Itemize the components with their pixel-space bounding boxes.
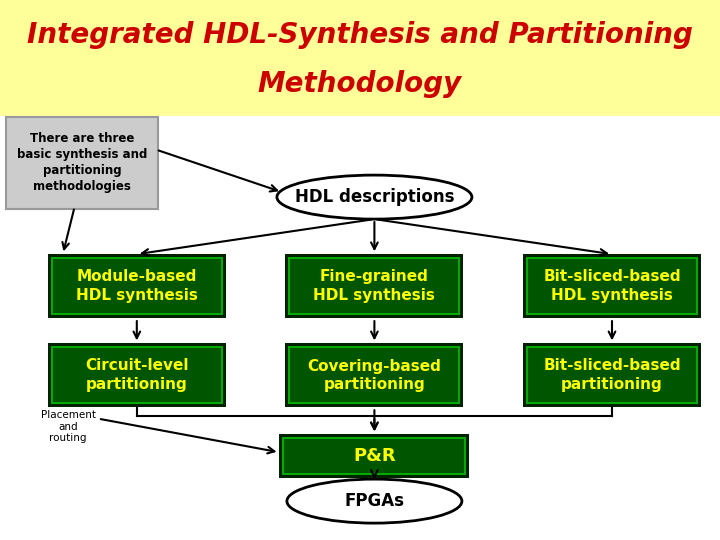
Text: HDL descriptions: HDL descriptions xyxy=(294,188,454,206)
FancyBboxPatch shape xyxy=(523,254,701,318)
FancyBboxPatch shape xyxy=(523,343,701,407)
Text: Placement
and
routing: Placement and routing xyxy=(40,410,96,443)
FancyBboxPatch shape xyxy=(53,259,221,313)
Text: Bit-sliced-based
HDL synthesis: Bit-sliced-based HDL synthesis xyxy=(543,269,681,303)
FancyBboxPatch shape xyxy=(282,437,467,475)
FancyBboxPatch shape xyxy=(48,343,226,407)
FancyBboxPatch shape xyxy=(6,117,158,209)
Text: Bit-sliced-based
partitioning: Bit-sliced-based partitioning xyxy=(543,359,681,392)
Text: P&R: P&R xyxy=(353,447,396,465)
Text: FPGAs: FPGAs xyxy=(344,492,405,510)
Text: There are three
basic synthesis and
partitioning
methodologies: There are three basic synthesis and part… xyxy=(17,132,147,193)
Ellipse shape xyxy=(287,479,462,523)
Text: Methodology: Methodology xyxy=(258,70,462,98)
FancyBboxPatch shape xyxy=(51,346,222,404)
Text: Module-based
HDL synthesis: Module-based HDL synthesis xyxy=(76,269,198,303)
FancyBboxPatch shape xyxy=(289,257,460,315)
FancyBboxPatch shape xyxy=(48,254,226,318)
Text: Covering-based
partitioning: Covering-based partitioning xyxy=(307,359,441,392)
FancyBboxPatch shape xyxy=(290,348,459,402)
FancyBboxPatch shape xyxy=(526,346,698,404)
FancyBboxPatch shape xyxy=(528,259,696,313)
FancyBboxPatch shape xyxy=(0,116,720,540)
FancyBboxPatch shape xyxy=(290,259,459,313)
FancyBboxPatch shape xyxy=(528,348,696,402)
Ellipse shape xyxy=(277,175,472,219)
FancyBboxPatch shape xyxy=(285,254,464,318)
Text: Circuit-level
partitioning: Circuit-level partitioning xyxy=(85,359,189,392)
FancyBboxPatch shape xyxy=(279,434,469,478)
FancyBboxPatch shape xyxy=(53,348,221,402)
Text: Integrated HDL-Synthesis and Partitioning: Integrated HDL-Synthesis and Partitionin… xyxy=(27,21,693,49)
FancyBboxPatch shape xyxy=(51,257,222,315)
FancyBboxPatch shape xyxy=(0,0,720,116)
FancyBboxPatch shape xyxy=(284,440,464,473)
FancyBboxPatch shape xyxy=(285,343,464,407)
FancyBboxPatch shape xyxy=(526,257,698,315)
FancyBboxPatch shape xyxy=(289,346,460,404)
Text: Fine-grained
HDL synthesis: Fine-grained HDL synthesis xyxy=(313,269,436,303)
